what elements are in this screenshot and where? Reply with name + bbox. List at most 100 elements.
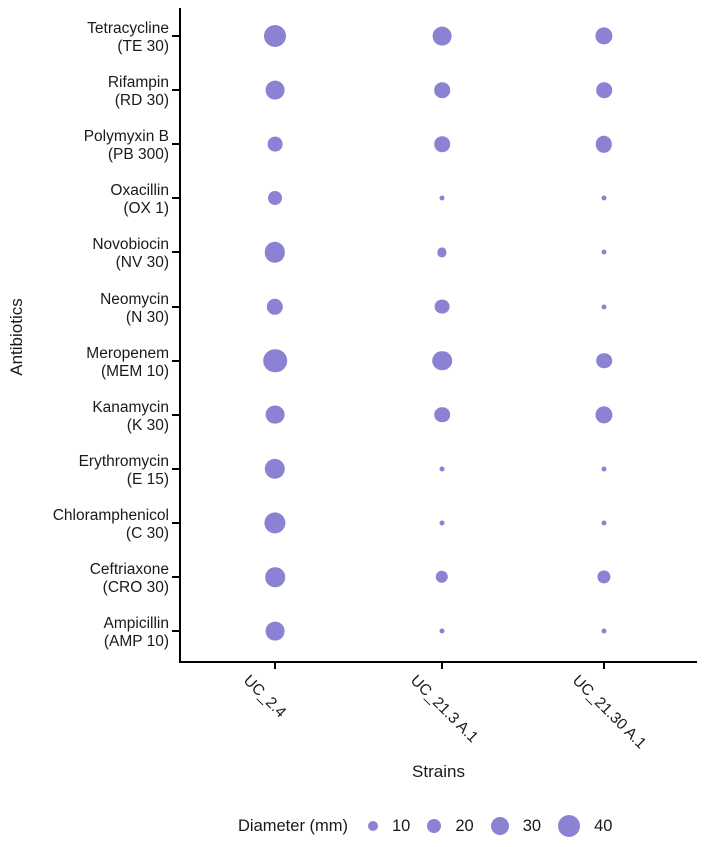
data-bubble [434,136,450,152]
legend-value-label: 10 [392,816,411,835]
y-tick-label: Chloramphenicol (C 30) [0,507,169,543]
data-bubble [595,135,613,153]
legend-items: 10 20 30 40 [368,815,629,837]
legend-bubble [427,819,442,833]
x-axis-title: Strains [412,762,465,781]
data-bubble [439,466,445,472]
x-tick-label: UC_21.3 A.1 [406,672,482,747]
antibiotic-name: Polymyxin B [83,128,169,146]
data-bubble [601,520,607,526]
legend-bubble [490,817,509,835]
y-axis-tick [172,197,179,200]
legend-bubble [558,815,581,837]
y-tick-label: Novobiocin (NV 30) [0,236,169,272]
y-tick-label: Ampicillin (AMP 10) [0,615,169,651]
antibiotic-code: (RD 30) [114,92,169,110]
data-bubble [437,247,447,257]
y-axis-tick [172,143,179,146]
y-axis-tick [172,413,179,416]
data-bubble [264,25,286,47]
antibiotic-name: Neomycin [100,290,169,308]
data-bubble [597,570,611,584]
legend-item: 20 [427,816,474,836]
data-bubble [432,350,452,371]
data-bubble [263,348,287,373]
data-bubble [434,299,450,314]
data-bubble [439,195,445,201]
y-axis-tick [172,251,179,254]
y-axis-tick [172,467,179,470]
y-tick-label: Polymyxin B (PB 300) [0,128,169,164]
data-bubble [601,195,607,201]
data-bubble [265,80,285,100]
y-tick-label: Ceftriaxone (CRO 30) [0,561,169,597]
legend-value-label: 30 [522,816,542,835]
antibiotic-code: (OX 1) [123,200,169,218]
data-bubble [264,458,286,479]
y-tick-label: Kanamycin (K 30) [0,399,169,435]
legend-title: Diameter (mm) [238,816,348,835]
antibiotic-code: (PB 300) [107,146,169,164]
antibiotic-name: Rifampin [107,74,169,92]
data-bubble [267,136,283,152]
data-bubble [601,628,607,634]
antibiotic-code: (E 15) [126,470,169,488]
antibiotic-name: Erythromycin [78,452,169,470]
legend-item: 10 [368,817,410,836]
y-tick-label: Oxacillin (OX 1) [0,182,169,218]
y-axis-tick [172,359,179,362]
data-bubble [601,304,607,309]
antibiotic-code: (K 30) [126,416,169,434]
legend-item: 30 [490,816,542,836]
legend-value-label: 20 [455,816,474,835]
antibiotic-code: (TE 30) [117,38,169,55]
data-bubble [266,298,284,315]
x-tick-label: UC_2.4 [239,672,290,722]
data-bubble [435,570,449,584]
antibiotic-name: Ampicillin [103,615,169,633]
x-tick-label: UC_21.30 A.1 [568,672,650,753]
x-axis-line [179,661,697,663]
data-bubble [434,406,450,423]
y-axis-tick [172,35,179,37]
y-tick-label: Rifampin (RD 30) [0,74,169,110]
x-axis-tick [274,663,276,669]
data-bubble [596,82,612,98]
data-bubble [264,242,286,263]
data-bubble [432,26,452,46]
antibiotic-code: (C 30) [125,524,169,542]
data-bubble [265,621,285,641]
data-bubble [601,466,607,472]
data-bubble [265,567,285,587]
y-tick-label: Erythromycin (E 15) [0,453,169,489]
antibiotic-code: (NV 30) [115,254,169,272]
data-bubble [601,249,607,255]
data-bubble [596,352,612,369]
data-bubble [264,512,286,534]
data-bubble [595,406,613,424]
data-bubble [434,82,450,98]
antibiotic-code: (MEM 10) [100,362,169,380]
antibiotic-name: Oxacillin [110,182,169,200]
data-bubble [439,520,445,526]
antibiotic-name: Tetracycline [87,20,169,37]
legend-bubble [368,821,378,831]
antibiotic-name: Kanamycin [92,398,169,416]
antibiotic-name: Chloramphenicol [52,506,169,524]
y-axis-title: Antibiotics [7,298,26,376]
y-tick-label: Neomycin (N 30) [0,291,169,327]
size-legend: Diameter (mm) 10 20 30 40 [238,811,629,841]
antibiotic-code: (N 30) [125,308,169,326]
antibiotic-code: (AMP 10) [103,633,169,651]
legend-item: 40 [558,815,612,837]
y-tick-label: Meropenem (MEM 10) [0,345,169,381]
data-bubble [265,405,285,425]
data-bubble [439,628,445,634]
antibiotic-name: Ceftriaxone [89,561,169,578]
x-axis-tick [441,663,443,669]
antibiotic-code: (CRO 30) [102,579,169,596]
data-bubble [268,191,282,206]
x-axis-tick [603,663,605,669]
y-axis-tick [172,521,179,524]
y-axis-line [179,8,181,663]
